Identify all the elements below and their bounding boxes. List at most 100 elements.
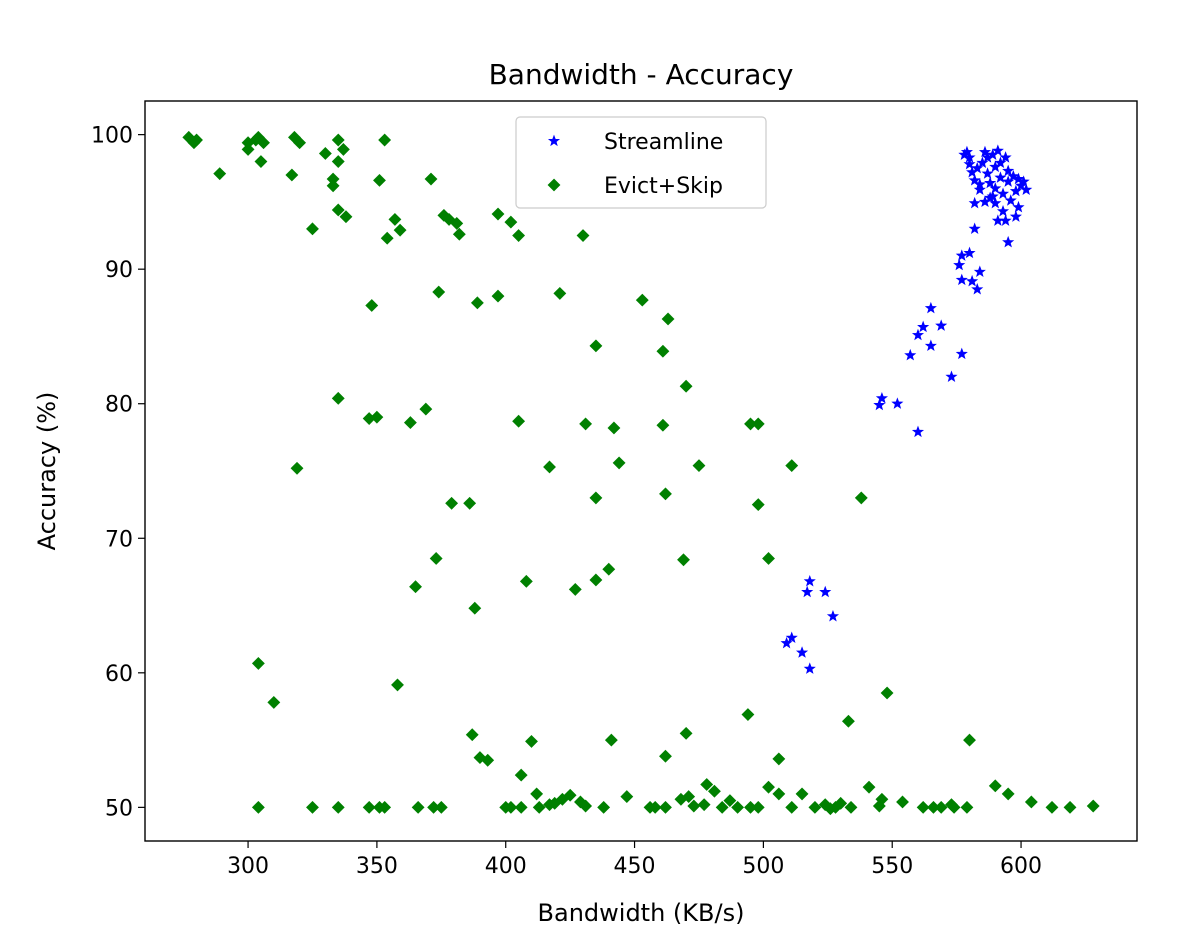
data-point bbox=[481, 753, 495, 767]
data-point bbox=[963, 733, 976, 747]
data-point bbox=[1012, 200, 1025, 213]
data-point bbox=[491, 207, 505, 221]
data-point bbox=[785, 631, 798, 643]
y-tick-label: 70 bbox=[105, 527, 133, 552]
data-point bbox=[1009, 184, 1022, 197]
data-point bbox=[723, 794, 737, 808]
data-point bbox=[795, 646, 809, 658]
data-point bbox=[917, 320, 930, 333]
data-point bbox=[563, 788, 577, 802]
data-point bbox=[659, 749, 672, 763]
data-point bbox=[473, 751, 487, 765]
data-point bbox=[984, 176, 997, 189]
data-point bbox=[862, 780, 876, 794]
data-point bbox=[904, 348, 917, 361]
data-point bbox=[659, 800, 672, 814]
x-tick-label: 300 bbox=[227, 854, 269, 879]
data-point bbox=[293, 136, 307, 150]
data-point bbox=[465, 728, 479, 742]
data-point bbox=[989, 182, 1002, 194]
data-point bbox=[677, 553, 690, 567]
data-point bbox=[339, 210, 353, 224]
data-point bbox=[419, 402, 433, 416]
x-tick-label: 350 bbox=[356, 854, 398, 879]
y-tick-label: 100 bbox=[91, 124, 133, 149]
data-point bbox=[808, 800, 822, 814]
data-point bbox=[504, 215, 518, 229]
data-point bbox=[945, 370, 958, 382]
data-point bbox=[935, 319, 948, 331]
data-point bbox=[370, 410, 384, 424]
data-point bbox=[819, 585, 832, 598]
data-point bbox=[708, 784, 721, 798]
data-point bbox=[306, 800, 319, 814]
data-point bbox=[818, 798, 832, 812]
y-tick-label: 80 bbox=[105, 393, 133, 418]
data-point bbox=[772, 752, 786, 766]
data-point bbox=[452, 227, 466, 241]
data-point bbox=[251, 800, 265, 814]
data-point bbox=[803, 662, 816, 674]
data-point bbox=[380, 231, 394, 245]
x-tick-label: 450 bbox=[614, 854, 656, 879]
data-point bbox=[576, 229, 590, 242]
data-point bbox=[504, 800, 518, 814]
series-1 bbox=[780, 144, 1033, 674]
data-point bbox=[968, 196, 981, 209]
data-point bbox=[429, 552, 443, 565]
data-point bbox=[331, 203, 345, 217]
data-point bbox=[981, 167, 994, 179]
series-2 bbox=[182, 130, 1100, 816]
data-point bbox=[1002, 235, 1015, 248]
data-point bbox=[589, 573, 603, 587]
data-point bbox=[1007, 169, 1020, 182]
data-point bbox=[911, 425, 925, 438]
y-tick-label: 90 bbox=[105, 258, 133, 283]
data-point bbox=[378, 800, 392, 814]
data-point bbox=[751, 417, 765, 431]
data-point bbox=[891, 397, 904, 409]
data-point bbox=[331, 155, 345, 168]
x-tick-label: 500 bbox=[742, 854, 784, 879]
data-point bbox=[963, 157, 976, 170]
data-point bbox=[267, 695, 281, 709]
data-point bbox=[924, 301, 937, 314]
data-point bbox=[442, 212, 456, 226]
data-point bbox=[989, 196, 1002, 209]
data-point bbox=[1063, 800, 1077, 814]
data-point bbox=[999, 151, 1012, 163]
data-point bbox=[331, 133, 345, 147]
legend-marker bbox=[547, 134, 561, 147]
data-point bbox=[780, 636, 793, 649]
data-point bbox=[450, 217, 464, 230]
data-point bbox=[393, 223, 407, 237]
data-point bbox=[875, 391, 888, 404]
data-point bbox=[257, 136, 270, 150]
legend-label: Evict+Skip bbox=[604, 174, 723, 199]
data-point bbox=[968, 222, 981, 234]
data-point bbox=[620, 790, 634, 804]
data-point bbox=[978, 195, 992, 208]
plot-frame bbox=[144, 100, 1138, 842]
data-point bbox=[512, 229, 526, 242]
data-point bbox=[468, 601, 482, 615]
data-point bbox=[692, 459, 706, 473]
data-point bbox=[762, 552, 775, 565]
data-point bbox=[290, 461, 304, 475]
data-point bbox=[1045, 800, 1059, 814]
data-point bbox=[331, 391, 345, 405]
data-point bbox=[801, 585, 814, 598]
data-point bbox=[731, 800, 745, 814]
data-point bbox=[463, 496, 477, 510]
data-point bbox=[553, 286, 567, 300]
data-point bbox=[254, 155, 268, 168]
data-point bbox=[656, 418, 670, 432]
data-point bbox=[762, 780, 775, 794]
data-point bbox=[373, 173, 386, 187]
data-point bbox=[1086, 799, 1100, 813]
data-point bbox=[579, 799, 593, 813]
data-point bbox=[971, 283, 984, 295]
data-point bbox=[659, 487, 672, 501]
y-tick-label: 50 bbox=[105, 796, 133, 821]
data-point bbox=[656, 344, 670, 358]
